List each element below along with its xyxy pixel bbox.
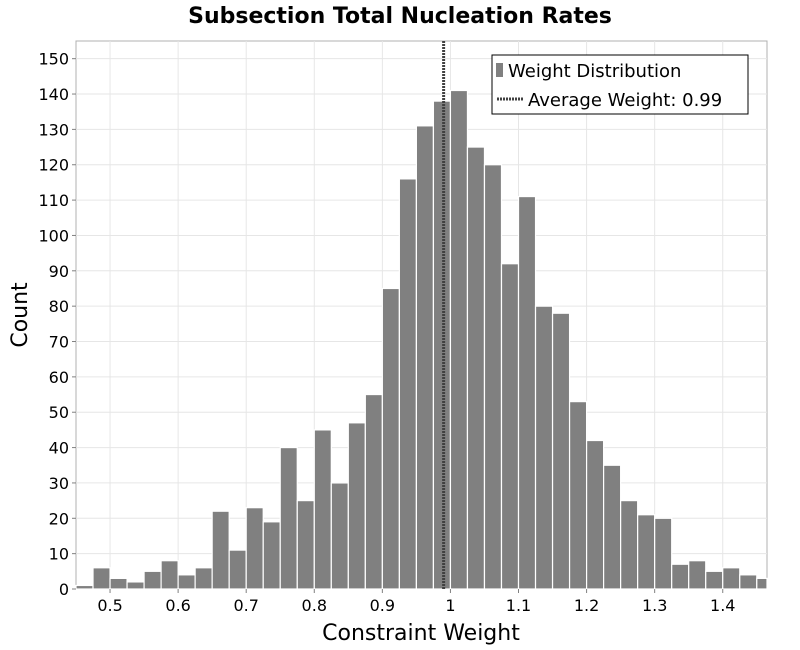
histogram-bar bbox=[126, 581, 145, 590]
legend-box bbox=[491, 54, 749, 115]
x-tick-label: 1.2 bbox=[574, 596, 599, 615]
histogram-bar bbox=[279, 446, 298, 590]
y-tick-label: 10 bbox=[49, 545, 69, 564]
y-tick-label: 100 bbox=[38, 226, 69, 245]
x-tick-label: 1.3 bbox=[642, 596, 667, 615]
histogram-bar bbox=[620, 500, 639, 590]
x-tick-label: 0.8 bbox=[302, 596, 327, 615]
chart-title: Subsection Total Nucleation Rates bbox=[188, 4, 612, 29]
histogram-bar bbox=[262, 521, 281, 590]
histogram-bar bbox=[109, 577, 128, 590]
histogram-bar bbox=[466, 146, 486, 590]
histogram-bar bbox=[211, 510, 230, 590]
x-tick-label: 1.1 bbox=[506, 596, 531, 615]
y-tick-label: 0 bbox=[59, 580, 69, 599]
histogram-bar bbox=[143, 570, 162, 590]
y-tick-label: 30 bbox=[49, 474, 69, 493]
histogram-bar bbox=[75, 584, 94, 590]
y-tick-label: 70 bbox=[49, 333, 69, 352]
histogram-bar bbox=[330, 482, 349, 590]
legend-label-distribution: Weight Distribution bbox=[508, 61, 681, 82]
histogram-bar bbox=[483, 164, 503, 590]
histogram-bar bbox=[722, 567, 741, 590]
histogram-bar bbox=[637, 514, 656, 590]
histogram-bar bbox=[500, 263, 520, 590]
y-axis-ticks: 0 10 20 30 40 50 60 70 80 90 100 110 120 130 140 150 bbox=[38, 50, 76, 599]
y-tick-label: 40 bbox=[49, 439, 69, 458]
histogram-bar bbox=[92, 567, 111, 590]
x-axis-ticks: 0.5 0.6 0.7 0.8 0.9 1 1.1 1.2 1.3 1.4 bbox=[97, 589, 735, 615]
y-tick-label: 140 bbox=[38, 85, 69, 104]
histogram-bar bbox=[381, 287, 400, 590]
histogram-bar bbox=[654, 517, 673, 590]
x-tick-label: 1.4 bbox=[710, 596, 735, 615]
histogram-bar bbox=[551, 312, 571, 590]
y-tick-label: 80 bbox=[49, 297, 69, 316]
histogram-bar bbox=[568, 401, 588, 590]
histogram-bar bbox=[671, 563, 690, 590]
y-tick-label: 120 bbox=[38, 156, 69, 175]
histogram-bar bbox=[705, 570, 724, 590]
histogram-bar bbox=[177, 574, 196, 590]
legend-label-average: Average Weight: 0.99 bbox=[528, 90, 722, 111]
histogram-bar bbox=[228, 549, 247, 590]
y-tick-label: 50 bbox=[49, 403, 69, 422]
histogram-bar bbox=[449, 89, 469, 590]
histogram-bar bbox=[688, 560, 707, 590]
histogram-bar bbox=[415, 125, 435, 590]
x-tick-label: 0.5 bbox=[97, 596, 122, 615]
y-tick-label: 130 bbox=[38, 120, 69, 139]
x-tick-label: 0.9 bbox=[370, 596, 395, 615]
histogram-bar bbox=[194, 567, 213, 590]
x-axis-label: Constraint Weight bbox=[322, 621, 520, 646]
histogram-bar bbox=[585, 439, 605, 590]
histogram-bar bbox=[296, 500, 315, 590]
histogram-bar bbox=[756, 577, 768, 590]
y-tick-label: 90 bbox=[49, 262, 69, 281]
histogram-bar bbox=[160, 560, 179, 590]
histogram-bar bbox=[517, 195, 537, 590]
histogram-bar bbox=[398, 178, 417, 590]
y-tick-label: 110 bbox=[38, 191, 69, 210]
histogram-bar bbox=[432, 100, 452, 590]
y-tick-label: 150 bbox=[38, 50, 69, 69]
histogram-bar bbox=[603, 464, 622, 590]
y-tick-label: 20 bbox=[49, 509, 69, 528]
histogram-bar bbox=[347, 422, 366, 590]
legend-swatch-bars bbox=[496, 63, 503, 77]
y-tick-label: 60 bbox=[49, 368, 69, 387]
y-axis-label: Count bbox=[8, 282, 33, 348]
bars bbox=[75, 89, 768, 590]
histogram-bar bbox=[534, 305, 554, 590]
histogram-bar bbox=[313, 429, 332, 590]
histogram-bar bbox=[364, 393, 383, 590]
histogram-bar bbox=[739, 574, 758, 590]
x-tick-label: 1 bbox=[445, 596, 455, 615]
x-tick-label: 0.6 bbox=[165, 596, 190, 615]
legend: Weight Distribution Average Weight: 0.99 bbox=[491, 54, 749, 115]
histogram-bar bbox=[245, 507, 264, 590]
x-tick-label: 0.7 bbox=[233, 596, 258, 615]
